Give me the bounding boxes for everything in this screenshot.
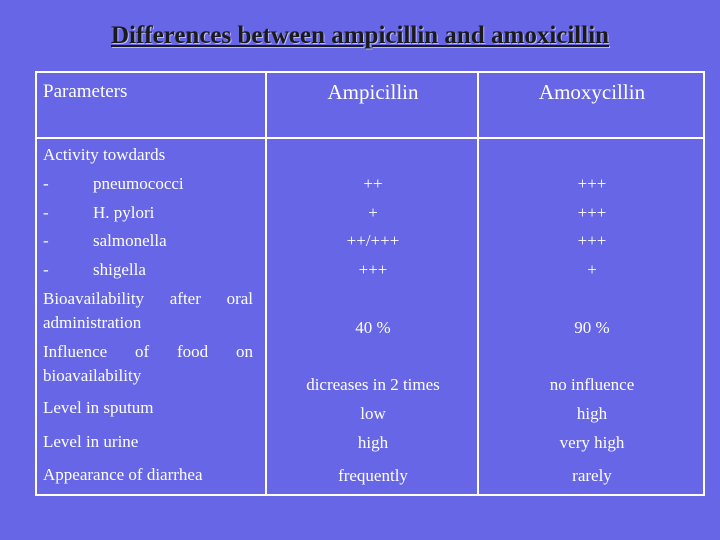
amoxycillin-salmonella: +++ <box>577 231 607 250</box>
activity-dash-salmonella: - <box>43 231 49 250</box>
ampicillin-food-influence: dicreases in 2 times <box>306 375 440 394</box>
amoxycillin-diarrhea: rarely <box>572 466 612 485</box>
ampicillin-diarrhea: frequently <box>338 466 408 485</box>
ampicillin-h-pylori: + <box>368 203 378 222</box>
ampicillin-pneumococci: ++ <box>363 174 383 193</box>
food-influence-word-2: of <box>135 342 150 361</box>
activity-label-pneumococci: pneumococci <box>93 174 184 193</box>
ampicillin-urine: high <box>357 433 389 452</box>
ampicillin-salmonella: ++/+++ <box>346 231 400 250</box>
amoxycillin-pneumococci: +++ <box>577 174 607 193</box>
header-ampicillin: Ampicillin <box>327 80 419 104</box>
food-influence-word-3: food <box>176 342 209 361</box>
header-divider <box>37 137 703 139</box>
slide-title: Differences between ampicillin and amoxi… <box>110 22 610 49</box>
food-influence-word-4: on <box>235 342 253 361</box>
bioavailability-label-line1: Bioavailability after oral <box>43 289 253 309</box>
diarrhea-label: Appearance of diarrhea <box>43 465 203 484</box>
bioavailability-word-3: oral <box>226 289 253 308</box>
ampicillin-sputum: low <box>360 404 386 423</box>
bioavailability-word-2: after <box>169 289 201 308</box>
column-divider-2 <box>477 73 479 494</box>
amoxycillin-sputum: high <box>576 404 608 423</box>
amoxycillin-h-pylori: +++ <box>577 203 607 222</box>
amoxycillin-urine: very high <box>559 433 625 452</box>
column-divider-1 <box>265 73 267 494</box>
amoxycillin-shigella: + <box>587 260 597 279</box>
activity-heading: Activity towdards <box>43 145 166 164</box>
activity-dash-h-pylori: - <box>43 203 49 222</box>
food-influence-word-1: Influence <box>43 342 108 361</box>
sputum-label: Level in sputum <box>43 398 154 417</box>
header-parameters: Parameters <box>43 81 128 102</box>
food-influence-label-line2: bioavailability <box>43 366 142 385</box>
header-amoxycillin: Amoxycillin <box>538 80 646 104</box>
amoxycillin-bioavailability: 90 % <box>574 318 610 337</box>
comparison-table: Parameters Ampicillin Amoxycillin Activi… <box>35 71 705 496</box>
amoxycillin-food-influence: no influence <box>549 375 635 394</box>
urine-label: Level in urine <box>43 432 139 451</box>
bioavailability-word-1: Bioavailability <box>43 289 145 308</box>
activity-label-h-pylori: H. pylori <box>93 203 155 222</box>
activity-dash-shigella: - <box>43 260 49 279</box>
ampicillin-shigella: +++ <box>358 260 388 279</box>
food-influence-label-line1: Influence of food on <box>43 342 253 362</box>
activity-dash-pneumococci: - <box>43 174 49 193</box>
bioavailability-label-line2: administration <box>43 313 142 332</box>
activity-label-shigella: shigella <box>93 260 146 279</box>
ampicillin-bioavailability: 40 % <box>355 318 391 337</box>
activity-label-salmonella: salmonella <box>93 231 167 250</box>
